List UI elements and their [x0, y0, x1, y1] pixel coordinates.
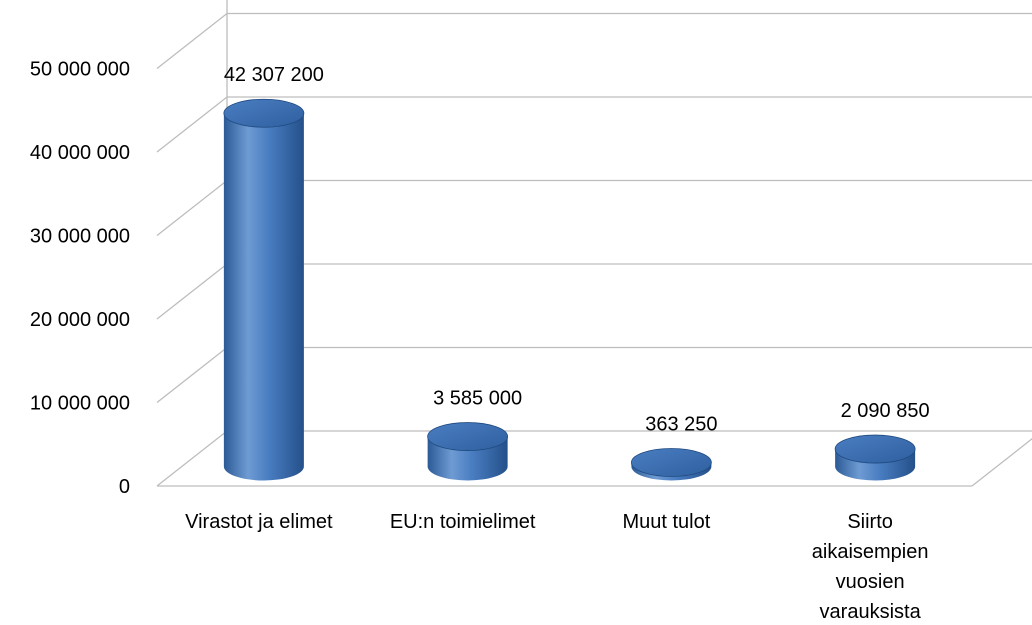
bar-body: [427, 436, 508, 481]
bar-top: [630, 448, 712, 477]
y-tick-label: 50 000 000: [30, 59, 130, 81]
y-tick-label: 30 000 000: [30, 226, 130, 248]
x-tick-label: EU:n toimielimet: [390, 511, 536, 533]
gridline: [156, 12, 1032, 70]
x-tick-label: aikaisempien: [812, 541, 929, 563]
bar-body: [223, 113, 304, 481]
bar-top: [427, 422, 509, 451]
data-labels: 42 307 200 3 585 000 363 250 2 090 850: [224, 64, 930, 435]
y-tick-label: 20 000 000: [30, 309, 130, 331]
bar-top: [223, 98, 305, 128]
bar-body: [631, 462, 712, 481]
bars: [223, 98, 916, 481]
y-axis-tick-labels: 0 10 000 000 20 000 000 30 000 000 40 000 00…: [30, 59, 130, 499]
data-label: 363 250: [645, 414, 717, 436]
data-label: 2 090 850: [841, 400, 930, 422]
x-tick-label: varauksista: [820, 601, 922, 623]
y-tick-label: 10 000 000: [30, 393, 130, 415]
bar-cylinder: [834, 434, 916, 481]
y-tick-label: 40 000 000: [30, 142, 130, 164]
bar-cylinder: [223, 98, 305, 481]
data-label: 3 585 000: [433, 388, 522, 410]
bar-body: [835, 449, 916, 481]
data-label: 42 307 200: [224, 64, 324, 86]
x-tick-label: Virastot ja elimet: [185, 511, 333, 533]
bar-cylinder: [630, 448, 712, 481]
x-tick-label: Muut tulot: [622, 511, 710, 533]
x-axis-category-labels: Virastot ja elimet EU:n toimielimet Muut t…: [185, 511, 928, 623]
x-tick-label: Siirto: [847, 511, 893, 533]
bar-top: [834, 434, 916, 464]
x-tick-label: vuosien: [836, 571, 905, 593]
floor-right-edge: [971, 438, 1032, 487]
y-tick-label: 0: [119, 476, 130, 498]
bar-cylinder: [427, 422, 509, 481]
